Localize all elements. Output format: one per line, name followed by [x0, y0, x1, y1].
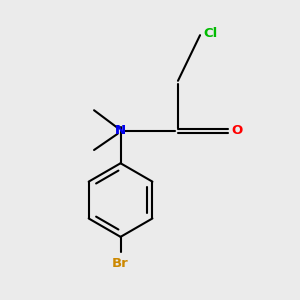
Text: Br: Br — [112, 257, 129, 271]
Text: N: N — [115, 124, 126, 137]
Text: O: O — [231, 124, 242, 137]
Text: N: N — [115, 124, 126, 137]
Text: Cl: Cl — [203, 27, 217, 40]
